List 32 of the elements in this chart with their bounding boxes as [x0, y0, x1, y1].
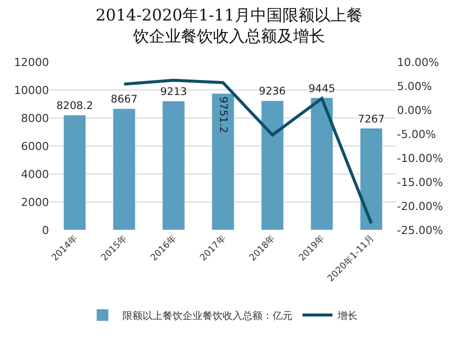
- bar: [212, 93, 234, 230]
- y-tick-label: 6000: [21, 140, 49, 153]
- y-tick-label: 8000: [21, 112, 49, 125]
- y2-tick-label: -15.00%: [397, 176, 443, 189]
- y-tick-label: 0: [42, 224, 49, 237]
- data-label: 8667: [110, 94, 138, 106]
- y2-tick-label: -10.00%: [397, 152, 443, 165]
- data-label: 8208.2: [56, 100, 94, 112]
- y2-tick-label: 5.00%: [397, 80, 432, 93]
- y-tick-label: 4000: [21, 168, 49, 181]
- legend-label: 限额以上餐饮企业餐饮收入总额：亿元: [122, 310, 292, 322]
- bar: [112, 108, 136, 230]
- y2-tick-label: -20.00%: [397, 200, 443, 213]
- y2-tick-label: -25.00%: [397, 224, 443, 237]
- y2-tick-label: -5.00%: [397, 128, 436, 141]
- bar: [261, 100, 284, 230]
- bar: [63, 114, 86, 230]
- bar: [310, 98, 334, 230]
- y-tick-label: 2000: [21, 196, 49, 209]
- data-label: 9751.2: [217, 96, 229, 134]
- data-label: 9213: [160, 86, 187, 98]
- data-label: 9445: [308, 82, 336, 95]
- y-tick-label: 10000: [14, 84, 49, 97]
- chart-title: 2014-2020年1-11月中国限额以上餐饮企业餐饮收入总额及增长: [96, 5, 362, 46]
- data-label: 9236: [258, 86, 286, 98]
- y-tick-label: 12000: [14, 56, 49, 69]
- y2-tick-label: 10.00%: [397, 56, 439, 69]
- data-label: 7267: [358, 113, 385, 126]
- legend-label: 增长: [336, 310, 358, 322]
- y2-tick-label: 0.00%: [397, 104, 432, 117]
- bar: [360, 128, 383, 230]
- bar: [162, 100, 185, 230]
